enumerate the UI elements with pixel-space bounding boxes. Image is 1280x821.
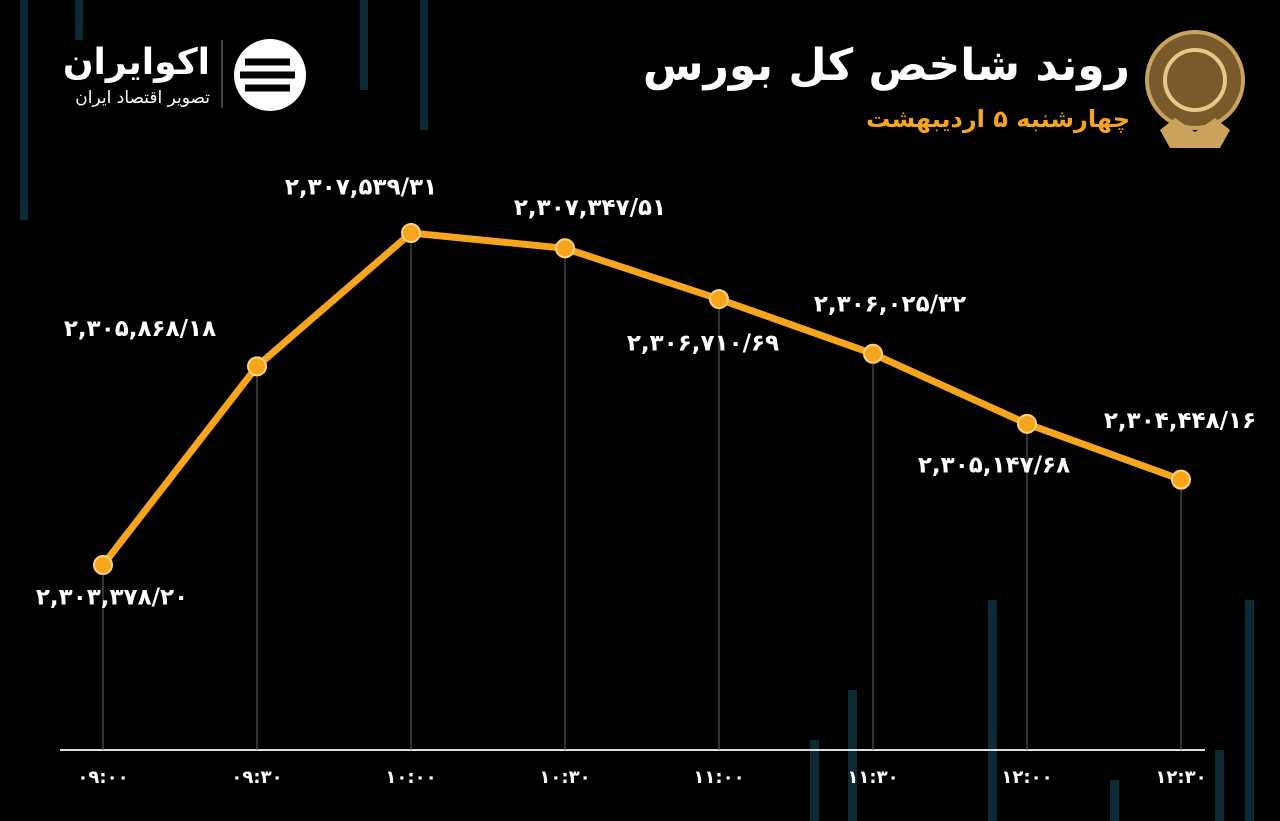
point	[555, 238, 575, 259]
brand-tagline: تصویر اقتصاد ایران	[75, 88, 210, 108]
data-label: ۲,۳۰۷,۵۳۹/۳۱	[285, 175, 437, 201]
point	[93, 555, 113, 575]
line	[100, 229, 1183, 568]
x-tick-label: ۱۱:۰۰	[693, 767, 744, 788]
brand-logo	[221, 39, 306, 111]
x-tick-label: ۱۰:۰۰	[385, 767, 436, 788]
data-label: ۲,۳۰۵,۱۴۷/۶۸	[918, 452, 1070, 478]
point	[863, 343, 883, 364]
point	[1171, 469, 1191, 490]
decoration	[20, 0, 1254, 821]
x-tick-label: ۱۲:۰۰	[1001, 767, 1052, 788]
chart-title: روند شاخص کل بورس	[643, 40, 1130, 91]
chart-subtitle: چهارشنبه ۵ اردیبهشت	[866, 105, 1130, 133]
point	[401, 223, 421, 243]
data-label: ۲,۳۰۷,۳۴۷/۵۱	[514, 195, 666, 221]
data-label: ۲,۳۰۶,۷۱۰/۶۹	[627, 331, 779, 357]
data-label: ۲,۳۰۶,۰۲۵/۳۲	[814, 291, 966, 317]
x-tick-label: ۰۹:۳۰	[231, 767, 282, 788]
x-tick-label: ۰۹:۰۰	[77, 767, 128, 788]
point	[247, 356, 267, 377]
brand-name: اکوایران	[63, 42, 210, 83]
logo-emblem	[1145, 30, 1245, 148]
x-tick-label: ۱۰:۳۰	[539, 767, 590, 788]
x-tick-label: ۱۱:۳۰	[847, 767, 898, 788]
point	[709, 289, 729, 310]
data-label: ۲,۳۰۴,۴۴۸/۱۶	[1104, 408, 1256, 434]
data-label: ۲,۳۰۳,۳۷۸/۲۰	[36, 585, 188, 611]
point	[1017, 413, 1037, 434]
x-tick-label: ۱۲:۳۰	[1155, 767, 1206, 788]
data-label: ۲,۳۰۵,۸۶۸/۱۸	[64, 316, 216, 342]
